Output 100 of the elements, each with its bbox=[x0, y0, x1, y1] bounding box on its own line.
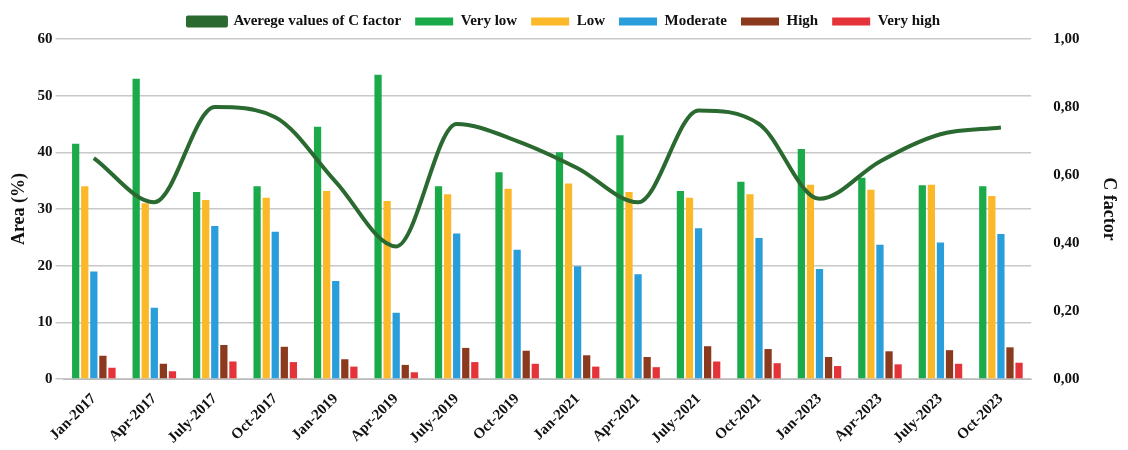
bar bbox=[616, 135, 624, 379]
bar bbox=[945, 350, 954, 379]
bar bbox=[392, 312, 400, 379]
bar bbox=[434, 186, 443, 379]
bar bbox=[443, 194, 452, 379]
bar bbox=[462, 347, 470, 379]
legend-label: Very high bbox=[877, 12, 941, 29]
bar bbox=[383, 201, 391, 379]
y-tick-label: 60 bbox=[37, 29, 53, 46]
bar bbox=[979, 186, 987, 379]
y-tick-label: 0 bbox=[45, 369, 53, 386]
bar bbox=[313, 126, 322, 379]
bar bbox=[253, 186, 261, 379]
bar bbox=[713, 361, 721, 379]
bar bbox=[72, 143, 80, 379]
line-series bbox=[91, 105, 1003, 249]
y2-axis-title: C factor bbox=[1099, 177, 1120, 241]
bar bbox=[694, 228, 703, 379]
bar bbox=[555, 152, 564, 379]
legend-label: Very low bbox=[460, 12, 518, 29]
bar bbox=[289, 362, 298, 379]
bar bbox=[573, 266, 582, 379]
bar bbox=[1015, 362, 1023, 379]
bar bbox=[676, 190, 685, 379]
bar bbox=[625, 192, 633, 379]
bar bbox=[954, 363, 963, 379]
bar bbox=[168, 371, 177, 379]
bar bbox=[797, 148, 805, 379]
bar bbox=[564, 183, 573, 379]
bar bbox=[997, 233, 1005, 379]
bar bbox=[81, 186, 89, 379]
bar bbox=[220, 345, 228, 379]
bar bbox=[193, 192, 201, 379]
bar bbox=[894, 364, 902, 379]
bar bbox=[262, 197, 270, 379]
bar bbox=[495, 172, 503, 379]
bar bbox=[643, 356, 651, 379]
bar bbox=[401, 364, 409, 379]
bar bbox=[867, 189, 875, 379]
bar bbox=[280, 346, 288, 379]
bar bbox=[522, 350, 530, 379]
bar bbox=[773, 363, 781, 379]
y2-tick-label: 1,00 bbox=[1053, 29, 1080, 46]
bar bbox=[824, 356, 833, 379]
y2-tick-label: 0,60 bbox=[1053, 165, 1080, 182]
bar bbox=[918, 185, 926, 379]
bar bbox=[471, 362, 479, 379]
bar bbox=[927, 184, 935, 379]
legend-label: Low bbox=[576, 12, 606, 29]
bar bbox=[453, 233, 461, 379]
bar bbox=[634, 274, 642, 379]
bar bbox=[90, 271, 98, 379]
bar bbox=[876, 244, 884, 379]
y-tick-label: 30 bbox=[37, 199, 53, 216]
bar bbox=[652, 367, 660, 379]
legend-label: High bbox=[786, 12, 819, 29]
bar bbox=[885, 351, 893, 379]
bar bbox=[806, 184, 815, 379]
bar bbox=[141, 203, 149, 379]
bar bbox=[341, 359, 349, 379]
bar bbox=[229, 361, 237, 379]
y-tick-label: 10 bbox=[37, 313, 53, 330]
bar bbox=[685, 197, 694, 379]
bar bbox=[202, 199, 210, 379]
bar bbox=[410, 372, 418, 379]
y2-tick-label: 0,20 bbox=[1053, 301, 1080, 318]
legend-label: Moderate bbox=[664, 12, 728, 29]
bar bbox=[513, 249, 521, 379]
y-tick-label: 40 bbox=[37, 143, 53, 160]
bar bbox=[755, 237, 763, 379]
bar bbox=[504, 188, 512, 379]
bar bbox=[858, 177, 866, 379]
y2-tick-label: 0,00 bbox=[1053, 369, 1080, 386]
bar bbox=[583, 355, 591, 379]
bar bbox=[936, 242, 945, 379]
bar bbox=[159, 363, 168, 379]
bar bbox=[332, 281, 340, 379]
y2-tick-label: 0,80 bbox=[1053, 97, 1080, 114]
bar bbox=[764, 349, 772, 379]
bar bbox=[531, 363, 539, 379]
bar bbox=[323, 190, 331, 379]
y-tick-label: 20 bbox=[37, 256, 53, 273]
bar bbox=[704, 346, 712, 379]
bar bbox=[815, 269, 824, 379]
bar bbox=[150, 307, 158, 379]
y-axis-title: Area (%) bbox=[8, 172, 30, 246]
bar bbox=[1006, 347, 1014, 379]
bar bbox=[108, 367, 116, 379]
bar bbox=[592, 366, 600, 379]
bar bbox=[834, 366, 842, 379]
y2-tick-label: 0,40 bbox=[1053, 233, 1080, 250]
bar bbox=[737, 181, 745, 379]
bar bbox=[132, 78, 140, 379]
legend-label: Averege values of C factor bbox=[233, 12, 402, 29]
bar bbox=[988, 196, 996, 379]
bar bbox=[99, 355, 107, 379]
y-tick-label: 50 bbox=[37, 86, 53, 103]
bar bbox=[271, 231, 279, 379]
bar bbox=[350, 366, 358, 379]
bar bbox=[211, 226, 219, 379]
